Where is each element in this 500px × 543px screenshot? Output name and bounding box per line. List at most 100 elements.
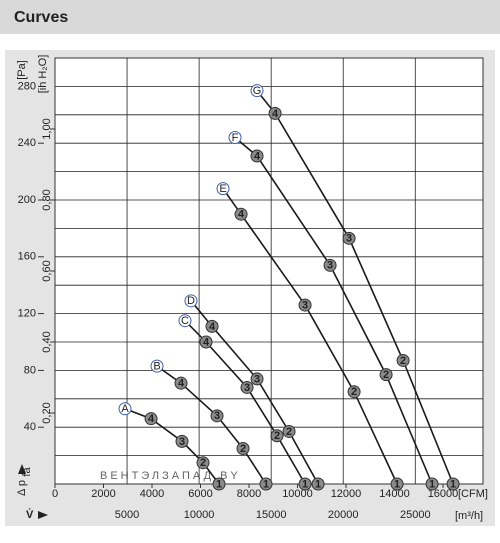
curve-label-marker [178,314,192,328]
point-label: 4 [254,150,261,162]
y2-tick-label: 0,20 [41,402,53,423]
curve-label-marker [184,294,198,308]
point-label: 2 [351,386,357,398]
operating-point [396,353,410,367]
operating-point [282,424,296,438]
header-bar [0,0,500,34]
operating-point [323,258,337,272]
operating-point [311,477,325,491]
operating-point [250,372,264,386]
y2-tick-label: 0,40 [41,331,53,352]
operating-point [298,477,312,491]
y-label: Δ p [16,480,28,496]
operating-point [205,319,219,333]
x2-tick-label: 12000 [331,488,362,500]
point-label: 1 [216,478,222,490]
y-tick-label: 200 [18,194,36,206]
x2-tick-label: 16000 [428,488,459,500]
point-label: 3 [254,373,260,385]
point-label: 2 [200,457,206,469]
x2-tick-label: 8000 [237,488,261,500]
plot-area [54,57,484,485]
x2-tick-label: 2000 [91,488,115,500]
operating-point [250,149,264,163]
operating-point [196,456,210,470]
point-label: 1 [263,478,269,490]
point-label: 4 [272,108,279,120]
x-tick-label: 20000 [328,509,359,521]
point-label: 4 [178,378,185,390]
point-label: 3 [302,299,308,311]
operating-point [236,442,250,455]
y-tick-label: 160 [18,251,36,263]
operating-point [446,477,460,491]
curve-label-marker [150,359,164,373]
curve-name: G [253,85,262,97]
operating-point [270,429,284,443]
y-arrow [18,464,26,474]
point-label: 2 [274,430,280,442]
x2-tick-label: 0 [52,488,58,500]
point-label: 2 [400,355,406,367]
operating-point [234,207,248,221]
operating-point [199,335,213,349]
x2-tick-label: 4000 [140,488,164,500]
curve-name: E [219,183,226,195]
curve-name: B [153,361,160,373]
point-label: 1 [315,478,321,490]
x2-tick-label: 10000 [282,488,313,500]
y2-tick-label: 0,60 [41,260,53,281]
point-label: 4 [238,209,245,221]
point-label: 1 [394,478,400,490]
operating-point [144,412,158,426]
x-arrow [38,511,48,519]
operating-point [212,477,226,491]
x2-tick-label: 6000 [188,488,212,500]
y2-unit: [in H₂O] [37,55,49,94]
operating-point [174,376,188,390]
y-tick-label: 40 [24,421,36,433]
y-label-sub: fa [21,467,33,477]
point-label: 4 [203,336,210,348]
point-label: 1 [450,478,456,490]
operating-point [259,477,273,491]
operating-point [175,434,189,448]
y-tick-label: 80 [24,364,36,376]
point-label: 4 [148,413,155,425]
point-label: 1 [302,478,308,490]
point-label: 2 [286,426,292,438]
operating-point [240,380,254,394]
point-label: 3 [214,410,220,422]
curve-label-marker [250,84,264,98]
curve-label-marker [228,131,242,145]
page-title: Curves [14,9,68,26]
operating-point [342,231,356,245]
point-label: 3 [346,233,352,245]
y2-tick-label: 1,00 [41,118,53,139]
point-label: 3 [244,382,250,394]
point-label: 2 [240,443,246,455]
x-tick-label: 15000 [256,509,287,521]
y-tick-label: 280 [18,80,36,92]
curve-label-marker [216,182,230,196]
y2-tick-label: 0,80 [41,189,53,210]
operating-point [347,385,361,399]
curve-name: C [181,315,189,327]
operating-point [210,409,224,423]
curve-label-marker [118,402,132,416]
operating-point [390,477,404,491]
point-label: 4 [209,321,216,333]
point-label: 2 [383,369,389,381]
point-label: 3 [179,436,185,448]
operating-point [298,298,312,312]
point-label: 1 [429,478,435,490]
x2-unit: [CFM] [458,488,488,500]
x-tick-label: 5000 [115,509,139,521]
y-tick-label: 240 [18,137,36,149]
curve-name: A [121,403,129,415]
x-tick-label: 10000 [184,509,215,521]
y-tick-label: 120 [18,308,36,320]
y-unit: [Pa] [16,60,28,80]
